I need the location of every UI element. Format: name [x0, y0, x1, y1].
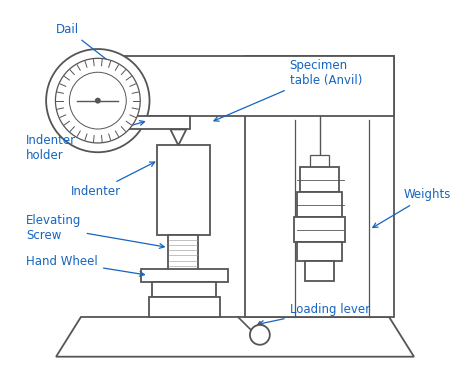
Circle shape	[69, 72, 126, 129]
Text: Weights: Weights	[373, 188, 451, 227]
Text: Elevating
Screw: Elevating Screw	[26, 214, 164, 248]
Bar	[245, 56, 394, 317]
Bar	[300, 167, 339, 192]
Bar	[297, 241, 342, 261]
Bar	[121, 56, 394, 116]
Bar	[310, 155, 329, 167]
Text: Indenter: Indenter	[71, 162, 155, 198]
Text: Loading lever: Loading lever	[259, 302, 370, 325]
Bar	[157, 145, 210, 235]
Text: Hand Wheel: Hand Wheel	[26, 255, 145, 276]
Bar	[294, 217, 346, 241]
Circle shape	[46, 49, 149, 152]
Bar	[297, 192, 342, 217]
Bar	[148, 297, 220, 317]
Text: Specimen
table (Anvil): Specimen table (Anvil)	[214, 59, 362, 121]
Polygon shape	[170, 130, 186, 145]
Bar	[153, 282, 216, 297]
Bar	[168, 235, 198, 274]
Circle shape	[95, 98, 101, 104]
Circle shape	[250, 325, 270, 345]
Bar	[121, 116, 190, 130]
Circle shape	[55, 58, 140, 143]
Bar	[305, 261, 335, 281]
Bar	[141, 269, 228, 282]
Text: Dail: Dail	[56, 23, 115, 66]
Polygon shape	[56, 317, 414, 357]
Text: Indenter
holder: Indenter holder	[26, 121, 145, 162]
